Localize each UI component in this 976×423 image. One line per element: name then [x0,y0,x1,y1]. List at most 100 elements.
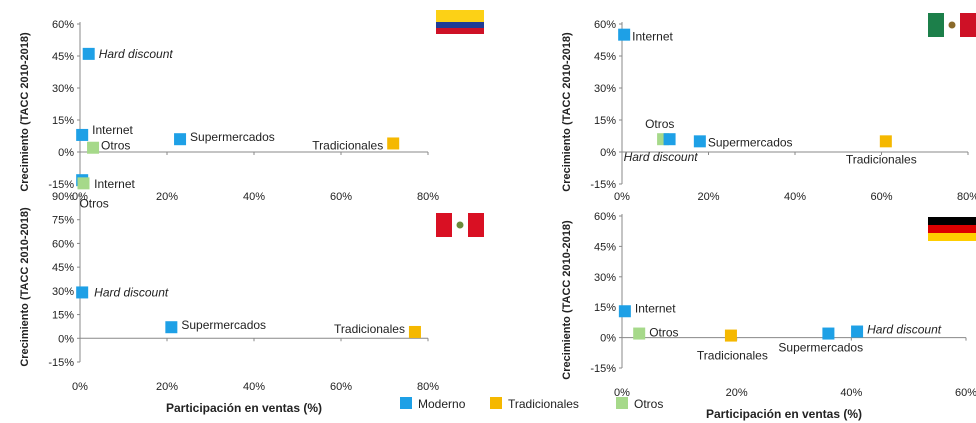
data-point [165,321,178,334]
x-tick-label: 20% [156,191,178,203]
data-point [76,286,89,299]
data-point-label: Otros [645,117,674,131]
y-tick-label: -15% [48,179,74,191]
data-point-label: Supermercados [181,318,266,332]
data-point-label: Otros [79,196,108,210]
data-point-label: Otros [101,139,130,153]
x-tick-label: 40% [784,191,806,203]
flag-peru-icon [436,213,484,237]
x-tick-label: 0% [614,191,630,203]
x-tick-label: 80% [417,381,439,393]
data-point [851,325,864,338]
data-point [82,47,95,60]
legend-label: Moderno [418,397,466,411]
x-axis-label: Participación en ventas (%) [706,407,862,421]
x-tick-label: 80% [417,191,439,203]
data-point [618,28,631,41]
x-tick-label: 20% [697,191,719,203]
data-point-label: Tradicionales [312,138,383,152]
x-tick-label: 40% [243,191,265,203]
data-point-label: Internet [635,301,676,315]
y-tick-label: -15% [590,179,616,191]
chart-panel-colombia: -15%0%15%30%45%60%0% 20% 40% 60% 80%Crecimie… [19,10,484,203]
y-tick-label: 45% [594,241,616,253]
data-point [633,327,646,340]
y-axis-label: Crecimiento (TACC 2010-2018) [561,220,573,380]
x-tick-label: 60% [330,381,352,393]
y-tick-label: 15% [52,115,74,127]
x-tick-label: 60% [330,191,352,203]
data-point-label: Supermercados [778,341,863,355]
data-point-label: Otros [649,326,678,340]
y-axis-label: Crecimiento (TACC 2010-2018) [561,32,573,192]
y-tick-label: 15% [52,310,74,322]
data-point-label: Hard discount [94,285,169,299]
y-tick-label: 45% [594,51,616,63]
y-tick-label: 30% [52,83,74,95]
x-tick-label: 80% [957,191,976,203]
y-tick-label: 45% [52,51,74,63]
chart-panel-peru: -15% 0% 15% 30% 45% 60% 75% 90% 0% 20% 40% 60% 80% Cr… [19,174,484,415]
y-axis-label: Crecimiento (TACC 2010-2018) [19,207,31,367]
y-tick-label: 30% [594,83,616,95]
x-tick-label: 60% [870,191,892,203]
data-point [663,133,676,146]
y-tick-label: 60% [52,19,74,31]
x-tick-label: 20% [726,387,748,399]
flag-colombia-icon [436,10,484,34]
flag-germany-icon [928,217,976,241]
data-point-label: Internet [92,123,133,137]
x-tick-label: 0% [614,387,630,399]
y-tick-label: 30% [52,286,74,298]
y-tick-label: 45% [52,262,74,274]
legend-swatch [490,397,502,409]
data-point [77,177,90,190]
y-tick-label: 15% [594,115,616,127]
data-point-label: Supermercados [708,135,793,149]
y-tick-label: 60% [52,238,74,250]
x-tick-label: 20% [156,381,178,393]
data-point [724,329,737,342]
x-tick-label: 0% [72,381,88,393]
data-point-label: Internet [632,30,673,44]
y-tick-label: 0% [600,333,616,345]
x-tick-label: 60% [955,387,976,399]
data-point [387,137,400,150]
y-tick-label: 15% [594,302,616,314]
y-axis-label: Crecimiento (TACC 2010-2018) [19,32,31,192]
y-tick-label: 75% [52,215,74,227]
chart-panel-germany: -15% 0% 15% 30% 45% 60% 0% 20% 40% 60% Crecimiento… [561,211,976,421]
data-point [76,128,89,141]
chart-panel-mexico: -15%0%15%30%45%60%0%20%40%60%80%Crecimie… [561,13,976,203]
data-point-label: Tradicionales [846,152,917,166]
data-point-label: Hard discount [867,323,942,337]
y-tick-label: -15% [590,363,616,375]
legend-swatch [400,397,412,409]
y-tick-label: 0% [58,333,74,345]
data-point [879,135,892,148]
legend-swatch [616,397,628,409]
data-point-label: Supermercados [190,130,275,144]
data-point [87,141,100,154]
data-point [822,327,835,340]
data-point [618,305,631,318]
data-point [408,325,421,338]
data-point [174,133,187,146]
data-point [693,135,706,148]
x-tick-label: 40% [840,387,862,399]
y-tick-label: 90% [52,191,74,203]
y-tick-label: 0% [600,147,616,159]
y-tick-label: 30% [594,272,616,284]
legend-label: Tradicionales [508,397,579,411]
flag-mexico-icon [928,13,976,37]
data-point-label: Tradicionales [334,322,405,336]
y-tick-label: 60% [594,211,616,223]
legend: Moderno Tradicionales Otros [400,397,663,411]
y-tick-label: 60% [594,19,616,31]
x-tick-label: 40% [243,381,265,393]
y-tick-label: 0% [58,147,74,159]
data-point-label: Internet [94,177,135,191]
data-point-label: Hard discount [99,47,174,61]
legend-label: Otros [634,397,663,411]
